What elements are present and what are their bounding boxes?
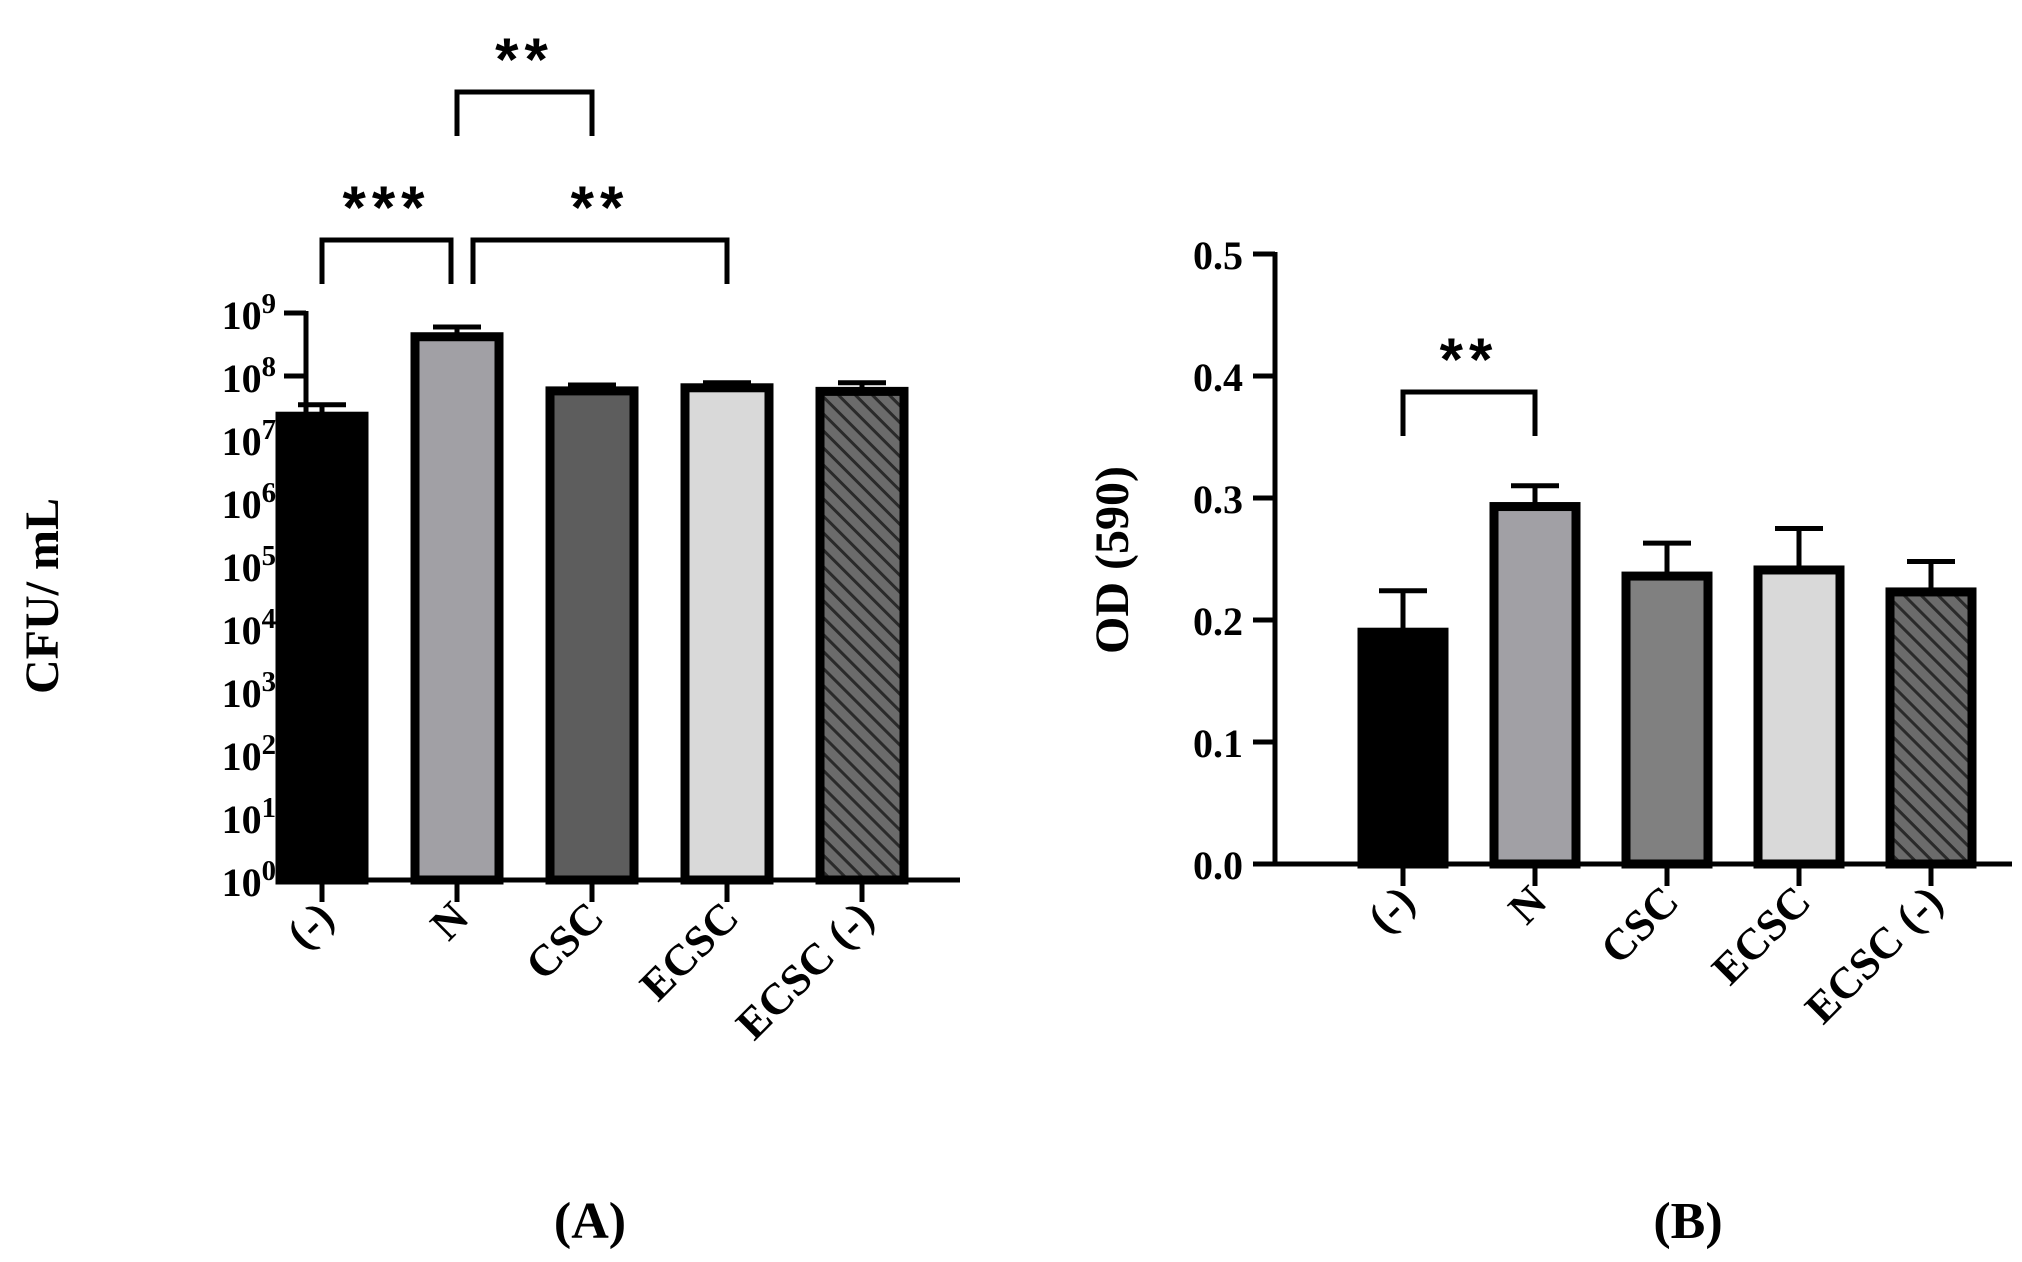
- x-tick-label: CSC: [516, 892, 613, 989]
- y-tick-exponent: 6: [262, 477, 276, 509]
- y-tick-label: 106: [222, 477, 276, 527]
- y-tick-base: 10: [222, 293, 262, 338]
- y-tick-exponent: 1: [262, 792, 276, 824]
- significance-label: **: [495, 26, 554, 93]
- x-tick-label: ECSC: [1702, 876, 1820, 994]
- bar-1: [410, 332, 504, 885]
- y-tick-label: 107: [222, 414, 276, 464]
- y-tick-label: 0.5: [1193, 233, 1243, 278]
- bar-0: [275, 411, 369, 885]
- y-tick-exponent: 2: [262, 729, 276, 761]
- y-tick-label: 102: [222, 729, 276, 779]
- bar-1: [1489, 502, 1581, 869]
- bar-4: [1885, 587, 1977, 869]
- y-tick-base: 10: [222, 797, 262, 842]
- y-tick-base: 10: [222, 860, 262, 905]
- significance-label: ***: [342, 174, 430, 241]
- x-tick-label: ECSC (-): [727, 892, 884, 1049]
- y-tick-base: 10: [222, 671, 262, 716]
- y-tick-label: 0.4: [1193, 355, 1243, 400]
- y-tick-label: 0.1: [1193, 721, 1243, 766]
- significance-bracket: [470, 237, 730, 284]
- y-tick-label: 101: [222, 792, 276, 842]
- x-tick-label: N: [421, 892, 478, 949]
- y-tick-label: 105: [222, 540, 276, 590]
- bar-3: [680, 383, 774, 885]
- significance-label: **: [1440, 326, 1499, 393]
- x-tick-label: (-): [1358, 876, 1424, 942]
- x-tick-label: CSC: [1591, 876, 1688, 973]
- y-tick-exponent: 3: [262, 666, 276, 698]
- y-tick-base: 10: [222, 545, 262, 590]
- y-tick-base: 10: [222, 608, 262, 653]
- x-tick-label: (-): [277, 892, 343, 958]
- y-axis-title: CFU/ mL: [16, 498, 69, 694]
- y-tick-base: 10: [222, 482, 262, 527]
- y-tick-exponent: 9: [262, 288, 276, 320]
- y-tick-label: 0.0: [1193, 843, 1243, 888]
- y-tick-label: 100: [222, 855, 276, 905]
- y-axis-title: OD (590): [1086, 466, 1139, 654]
- x-tick-label: ECSC: [630, 892, 748, 1010]
- x-tick-label: N: [1499, 876, 1556, 933]
- bar-2: [1621, 571, 1713, 869]
- bar-3: [1753, 565, 1845, 869]
- significance-label: **: [571, 174, 630, 241]
- y-tick-label: 104: [222, 603, 276, 653]
- y-tick-label: 103: [222, 666, 276, 716]
- y-tick-exponent: 5: [262, 540, 276, 572]
- bar-0: [1357, 627, 1449, 869]
- y-tick-exponent: 0: [262, 855, 276, 887]
- y-tick-label: 0.2: [1193, 599, 1243, 644]
- significance-bracket: [319, 237, 454, 284]
- bar-4: [815, 386, 909, 885]
- y-tick-exponent: 7: [262, 414, 276, 446]
- y-tick-label: 0.3: [1193, 477, 1243, 522]
- y-tick-base: 10: [222, 419, 262, 464]
- bar-2: [545, 386, 639, 885]
- panel-label: (B): [1653, 1193, 1722, 1250]
- significance-bracket: [1400, 389, 1538, 436]
- y-tick-base: 10: [222, 734, 262, 779]
- panel-label: (A): [554, 1193, 626, 1250]
- y-tick-label: 109: [222, 288, 276, 338]
- y-tick-exponent: 4: [262, 603, 276, 635]
- y-tick-label: 108: [222, 351, 276, 401]
- significance-bracket: [454, 89, 595, 136]
- y-tick-base: 10: [222, 356, 262, 401]
- x-tick-label: ECSC (-): [1796, 876, 1953, 1033]
- y-tick-exponent: 8: [262, 351, 276, 383]
